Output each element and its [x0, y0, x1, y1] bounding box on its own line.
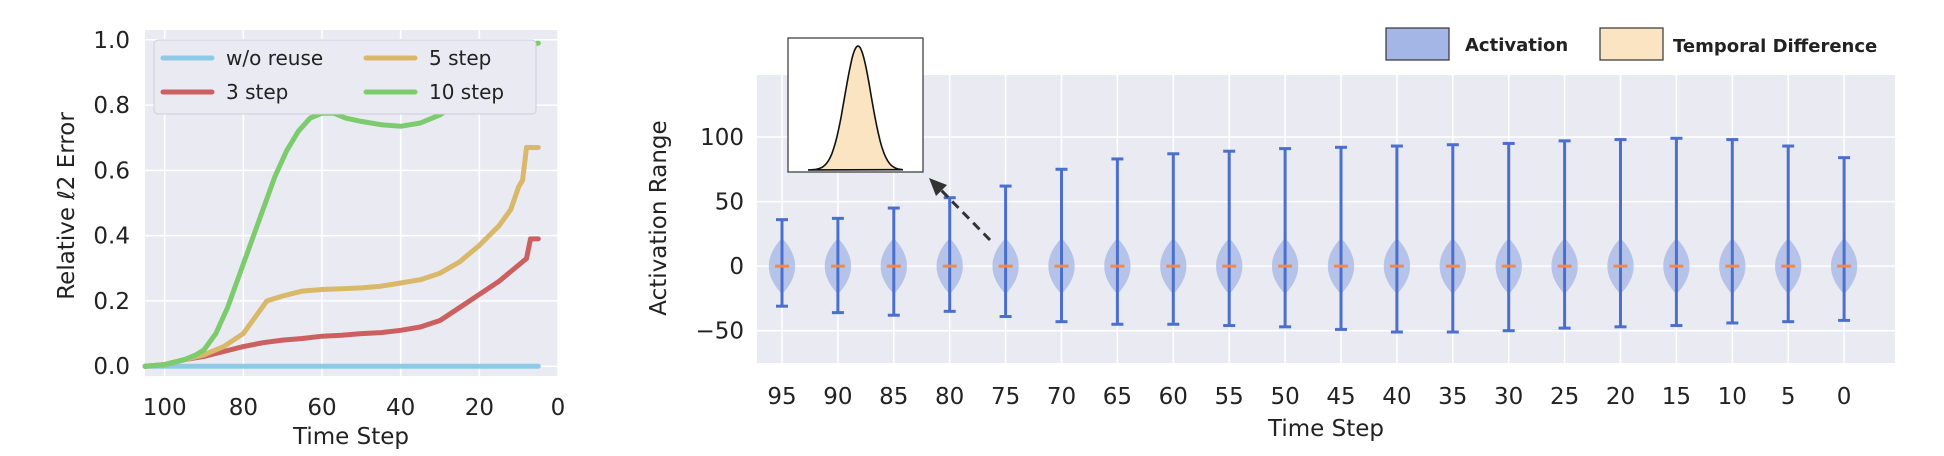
x-tick-label: 15 — [1662, 384, 1691, 410]
violin-15 — [1663, 136, 1690, 328]
activation-chart-legend: Activation Temporal Difference — [1385, 27, 1877, 61]
activation-chart-y-label: Activation Range — [646, 120, 672, 315]
x-tick-label: 65 — [1103, 384, 1132, 410]
legend-frame — [153, 39, 537, 115]
activation-chart-x-label: Time Step — [1267, 416, 1384, 442]
violin-60 — [1160, 152, 1187, 326]
x-tick-label: 0 — [551, 395, 566, 421]
violin-10 — [1719, 138, 1746, 325]
legend-label-5-step: 5 step — [429, 46, 491, 70]
y-tick-label: 0.8 — [93, 93, 130, 119]
violin-30 — [1495, 141, 1522, 333]
x-tick-label: 60 — [307, 395, 336, 421]
x-tick-label: 90 — [823, 384, 852, 410]
violin-70 — [1048, 167, 1075, 324]
legend-label-activation: Activation — [1465, 35, 1568, 56]
x-tick-label: 80 — [935, 384, 964, 410]
activation-chart-plot-area — [757, 75, 1895, 363]
legend-label-wo-reuse: w/o reuse — [226, 46, 323, 70]
x-tick-label: 20 — [1606, 384, 1635, 410]
x-tick-label: 55 — [1215, 384, 1244, 410]
x-tick-label: 85 — [879, 384, 908, 410]
violin-75 — [992, 184, 1019, 319]
error-chart: 100 80 60 40 20 0 0.0 0.2 0.4 0.6 0.8 1.0 Time Ste… — [54, 28, 565, 450]
violin-35 — [1439, 143, 1466, 334]
y-tick-label: 100 — [700, 125, 744, 151]
violin-80 — [936, 196, 963, 313]
x-tick-label: 95 — [767, 384, 796, 410]
violin-20 — [1607, 138, 1634, 329]
y-tick-label: −50 — [695, 319, 744, 345]
legend-patch-temporal-difference — [1599, 27, 1664, 61]
x-tick-label: 20 — [465, 395, 494, 421]
violin-65 — [1104, 157, 1131, 326]
x-tick-label: 40 — [1382, 384, 1411, 410]
inset-distribution-curve — [807, 45, 904, 171]
y-tick-label: 0.2 — [93, 289, 130, 315]
y-tick-label: 0 — [729, 254, 744, 280]
x-tick-label: 60 — [1159, 384, 1188, 410]
x-tick-label: 45 — [1326, 384, 1355, 410]
inset-arrow-head — [929, 178, 947, 196]
inset-arrow-line — [938, 187, 992, 242]
error-chart-y-label: Relative ℓ2 Error — [54, 112, 80, 300]
temporal-difference-inset — [787, 37, 992, 242]
series-line-5-step — [142, 145, 541, 369]
x-tick-label: 75 — [991, 384, 1020, 410]
violin-5 — [1775, 144, 1802, 324]
error-chart-x-label: Time Step — [292, 424, 409, 450]
y-tick-label: 0.0 — [93, 354, 130, 380]
x-tick-label: 35 — [1438, 384, 1467, 410]
violin-85 — [880, 206, 907, 317]
series-line-3-step — [142, 236, 541, 369]
x-tick-label: 50 — [1270, 384, 1299, 410]
x-tick-label: 25 — [1550, 384, 1579, 410]
y-tick-label: 1.0 — [93, 28, 130, 54]
x-tick-label: 0 — [1837, 384, 1852, 410]
violin-90 — [824, 216, 852, 315]
legend-patch-activation — [1385, 27, 1450, 61]
violin-45 — [1327, 145, 1355, 331]
y-tick-label: 50 — [715, 190, 744, 216]
violin-50 — [1271, 147, 1299, 329]
violin-40 — [1383, 144, 1411, 334]
x-tick-label: 40 — [386, 395, 415, 421]
violin-55 — [1216, 149, 1243, 328]
x-tick-label: 5 — [1781, 384, 1796, 410]
x-tick-label: 30 — [1494, 384, 1523, 410]
y-tick-label: 0.6 — [93, 158, 130, 184]
x-tick-label: 80 — [229, 395, 258, 421]
activation-chart: 95 90 85 80 75 70 65 60 55 50 45 40 35 30 25 20 15 10 5 0 −… — [646, 27, 1895, 442]
legend-label-temporal-difference: Temporal Difference — [1673, 36, 1877, 57]
error-chart-legend: w/o reuse 3 step 5 step 10 step — [153, 39, 537, 115]
y-tick-label: 0.4 — [93, 224, 130, 250]
legend-label-10-step: 10 step — [429, 80, 504, 104]
legend-label-3-step: 3 step — [226, 80, 288, 104]
x-tick-label: 10 — [1718, 384, 1747, 410]
x-tick-label: 70 — [1047, 384, 1076, 410]
violin-0 — [1830, 156, 1858, 322]
violin-25 — [1551, 139, 1578, 330]
violin-95 — [768, 218, 796, 308]
x-tick-label: 100 — [143, 395, 187, 421]
